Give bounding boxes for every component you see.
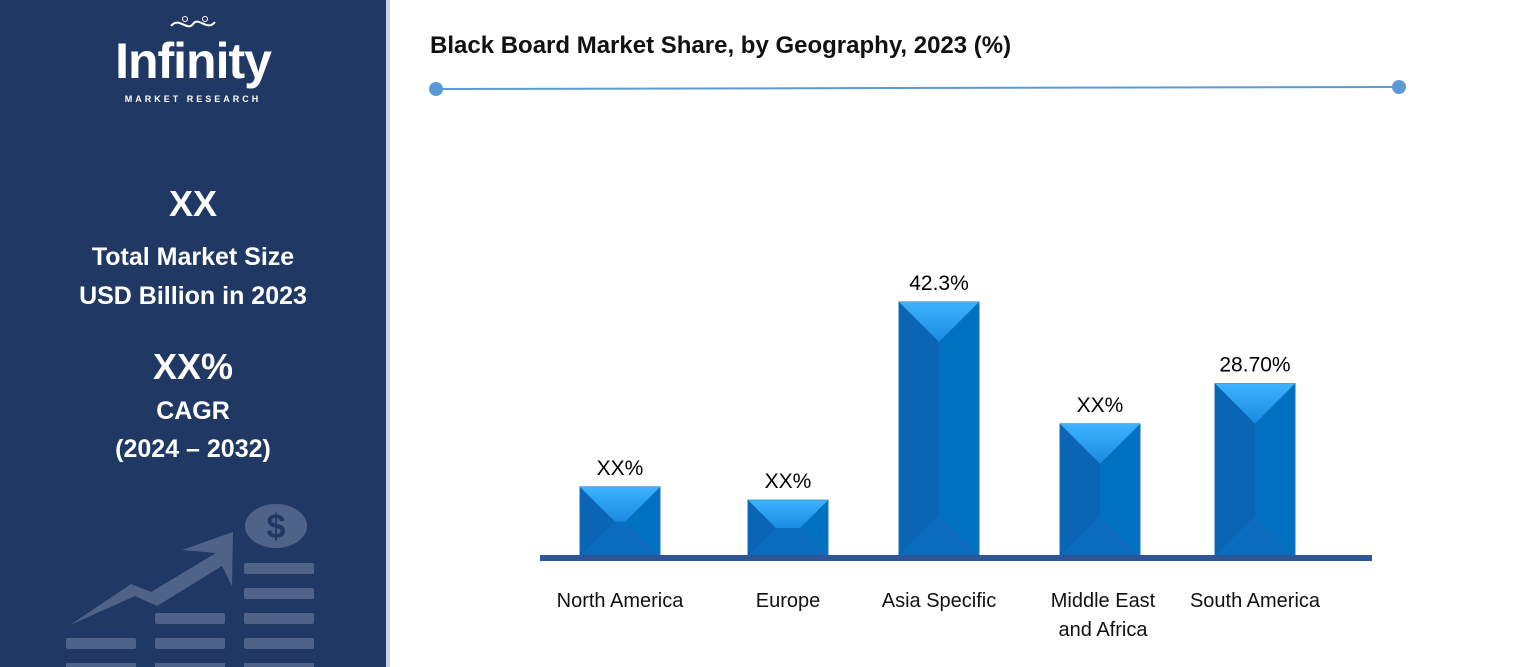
title-divider [429,80,1406,96]
market-size-unit: USD Billion in 2023 [79,282,307,310]
data-label: XX% [765,470,812,493]
sidebar: Infinity MARKET RESEARCH XX Total Market… [0,0,390,667]
cagr-label: CAGR [156,397,230,425]
logo: Infinity MARKET RESEARCH [0,16,386,105]
data-label: XX% [1077,394,1124,417]
market-size-value: XX [168,183,218,224]
logo-subtext: MARKET RESEARCH [124,94,262,104]
category-label: and Africa [1059,619,1149,641]
dollar-icon: $ [267,508,286,546]
cagr-period: (2024 – 2032) [115,435,271,463]
category-label: Middle East [1051,590,1156,612]
logo-text: Infinity [115,33,272,89]
category-label: North America [557,590,685,612]
data-label: 28.70% [1219,354,1290,377]
cagr-value: XX% [152,346,234,387]
category-label: Europe [756,590,821,612]
growth-chart-icon: $ [66,504,314,667]
data-label: 42.3% [909,272,969,295]
chart-title: Black Board Market Share, by Geography, … [430,32,1012,59]
category-label: Asia Specific [882,590,997,612]
category-label: South America [1190,590,1321,612]
bar-south-america [1214,383,1296,557]
data-label: XX% [597,457,644,480]
bar-middle-east-and-africa [1059,423,1141,557]
market-size-label: Total Market Size [91,243,295,271]
bar-europe [747,499,829,557]
bar-asia-specific [898,301,980,557]
infinity-logo-icon [170,16,216,28]
bar-north-america [579,486,661,557]
